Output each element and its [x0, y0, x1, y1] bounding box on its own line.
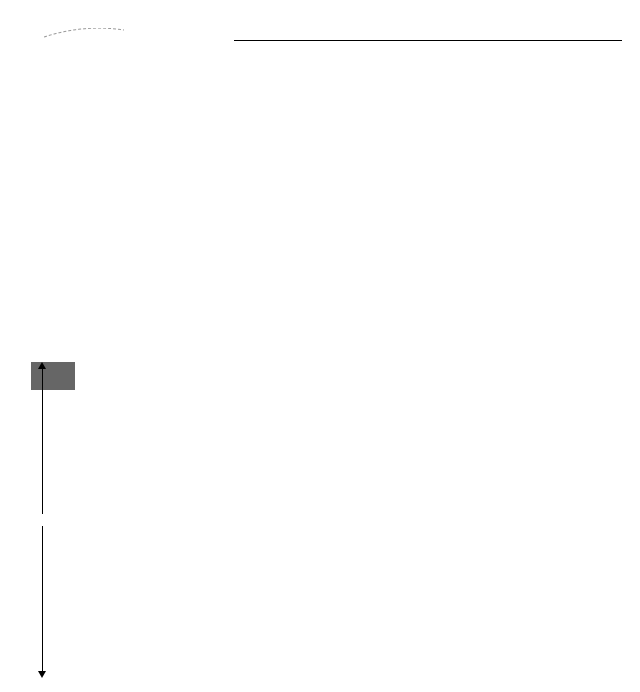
col-header-penetration [536, 30, 622, 41]
multiplier-arrow [38, 362, 46, 692]
col-header-segment [234, 30, 430, 41]
dashed-connector [44, 28, 124, 38]
chart-area [18, 30, 228, 396]
tam-stacked-bar [139, 30, 183, 390]
segments-table [234, 30, 622, 396]
col-header-tam [430, 30, 536, 41]
